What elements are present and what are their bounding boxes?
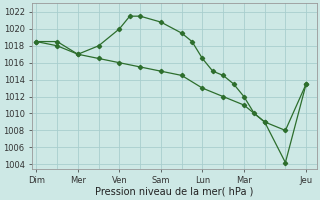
X-axis label: Pression niveau de la mer( hPa ): Pression niveau de la mer( hPa ) (95, 187, 253, 197)
